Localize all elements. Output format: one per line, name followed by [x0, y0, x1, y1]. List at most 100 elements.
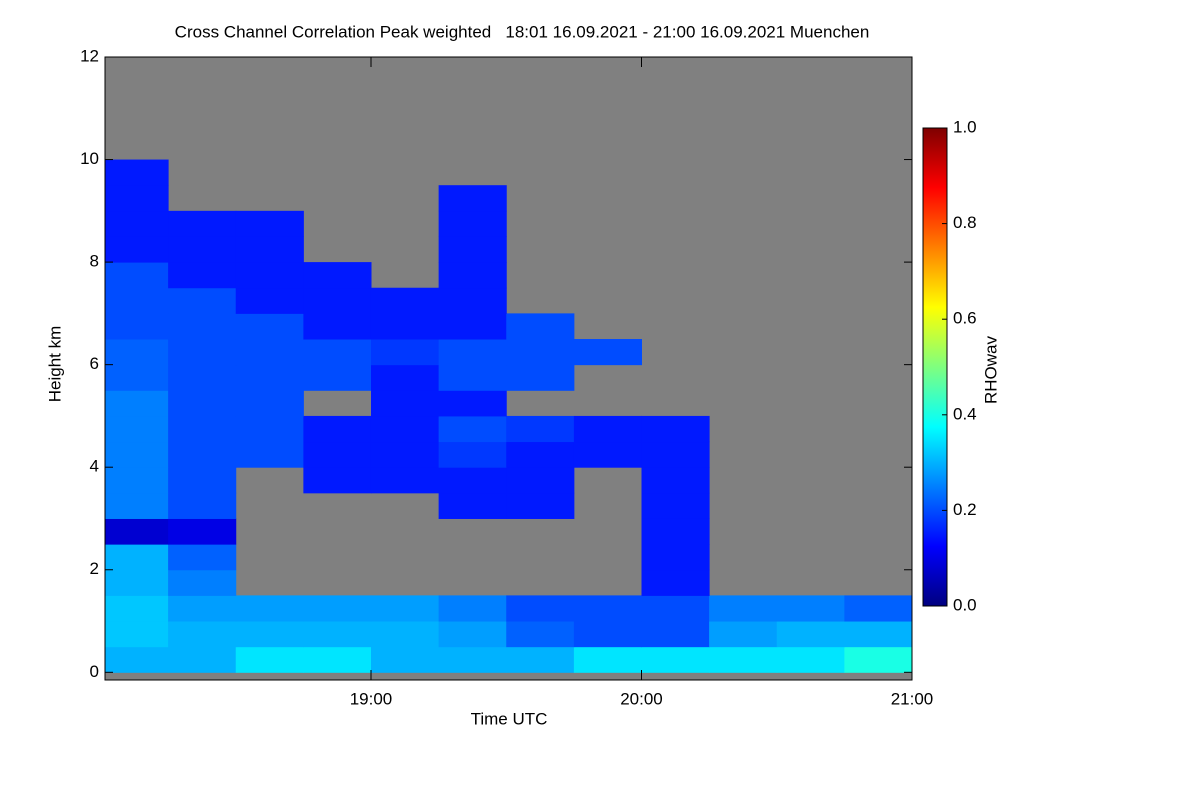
y-tick-label: 10 — [80, 149, 99, 168]
heatmap-cell — [105, 544, 169, 571]
x-tick-label: 19:00 — [350, 689, 393, 708]
heatmap-cell — [370, 415, 440, 443]
y-tick-label: 6 — [90, 354, 99, 373]
heatmap-cell — [303, 441, 372, 468]
heatmap-cell — [105, 339, 169, 366]
heatmap-cell — [235, 236, 304, 263]
heatmap-cell — [438, 313, 507, 340]
heatmap-cell — [438, 595, 507, 622]
heatmap-cell — [105, 646, 169, 673]
heatmap-cell — [303, 467, 372, 494]
heatmap-cell — [438, 262, 507, 289]
heatmap-cell — [168, 646, 237, 673]
heatmap-cell — [168, 210, 237, 237]
heatmap-cell — [303, 415, 372, 443]
heatmap-cell — [438, 236, 507, 263]
heatmap-cell — [709, 621, 778, 648]
heatmap-cell — [844, 646, 913, 673]
heatmap-cell — [168, 262, 237, 289]
heatmap-cell — [105, 621, 169, 648]
heatmap-cell — [438, 210, 507, 237]
heatmap-cell — [168, 595, 237, 622]
heatmap-cell — [235, 210, 304, 237]
heatmap-cell — [235, 595, 304, 622]
heatmap-cell — [776, 646, 845, 673]
heatmap-cell — [641, 646, 710, 673]
heatmap-cell — [168, 544, 237, 571]
heatmap-cell — [370, 441, 440, 468]
heatmap-cell — [303, 364, 372, 391]
heatmap-cell — [168, 287, 237, 314]
heatmap-cell — [506, 441, 575, 468]
heatmap-cell — [438, 287, 507, 314]
heatmap-cell — [168, 236, 237, 263]
heatmap-cell — [844, 621, 913, 648]
heatmap-cell — [438, 390, 507, 417]
heatmap-cell — [168, 492, 237, 519]
x-tick-label: 20:00 — [620, 689, 663, 708]
colorbar-tick-label: 0.0 — [953, 595, 977, 614]
heatmap-cell — [303, 313, 372, 340]
heatmap-cell — [370, 646, 440, 673]
heatmap-cell — [105, 287, 169, 314]
heatmap-cell — [168, 313, 237, 340]
heatmap-cell — [641, 518, 710, 545]
heatmap-cell — [438, 646, 507, 673]
heatmap-cell — [105, 313, 169, 340]
heatmap-cell — [168, 364, 237, 391]
heatmap-cell — [438, 621, 507, 648]
heatmap-cell — [506, 595, 575, 622]
heatmap-cell — [303, 262, 372, 289]
heatmap-cell — [168, 467, 237, 494]
y-tick-label: 12 — [80, 46, 99, 65]
heatmap-cell — [641, 569, 710, 596]
heatmap-cell — [303, 287, 372, 314]
heatmap-cell — [235, 364, 304, 391]
heatmap-cell — [235, 646, 304, 673]
heatmap-cell — [105, 262, 169, 289]
y-tick-label: 2 — [90, 559, 99, 578]
heatmap-cell — [573, 441, 642, 468]
heatmap-cell — [641, 415, 710, 443]
heatmap-cell — [370, 313, 440, 340]
heatmap-cell — [168, 390, 237, 417]
heatmap-cell — [235, 313, 304, 340]
heatmap-cell — [641, 595, 710, 622]
x-tick-label: 21:00 — [891, 689, 934, 708]
heatmap-cell — [105, 210, 169, 237]
heatmap-cell — [303, 595, 372, 622]
heatmap-cell — [506, 313, 575, 340]
heatmap-cell — [105, 159, 169, 186]
heatmap-cell — [573, 595, 642, 622]
heatmap-cell — [105, 185, 169, 212]
heatmap-cell — [573, 415, 642, 443]
heatmap-cell — [438, 415, 507, 443]
y-tick-label: 0 — [90, 662, 99, 681]
heatmap-cell — [506, 646, 575, 673]
heatmap-cell — [235, 390, 304, 417]
colorbar-label: RHOwav — [981, 335, 1000, 404]
heatmap-cell — [776, 595, 845, 622]
heatmap-cell — [105, 441, 169, 468]
heatmap-cell — [438, 492, 507, 519]
heatmap-cell — [303, 339, 372, 366]
colorbar-tick-label: 0.8 — [953, 213, 977, 232]
heatmap-cell — [168, 518, 237, 545]
heatmap-cell — [438, 364, 507, 391]
heatmap-cell — [303, 621, 372, 648]
heatmap-cell — [235, 415, 304, 443]
heatmap-cell — [105, 364, 169, 391]
plot-frame — [104, 56, 913, 681]
heatmap-cell — [641, 621, 710, 648]
heatmap-cell — [506, 621, 575, 648]
heatmap-cell — [235, 262, 304, 289]
heatmap-cell — [105, 390, 169, 417]
colorbar-tick-label: 1.0 — [953, 117, 977, 136]
heatmap-cell — [573, 339, 642, 366]
heatmap-cell — [506, 364, 575, 391]
heatmap-cell — [438, 467, 507, 494]
heatmap-cell — [105, 518, 169, 545]
heatmap-cell — [235, 441, 304, 468]
heatmap-cell — [438, 339, 507, 366]
heatmap-cell — [776, 621, 845, 648]
